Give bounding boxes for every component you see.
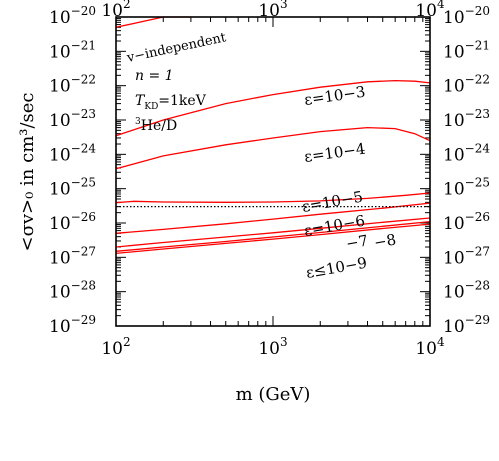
series-line-3 (115, 192, 431, 204)
y-tick-label-right: 10−29 (443, 313, 490, 337)
series-line-1 (115, 79, 431, 137)
x-tick-label-top: 104 (415, 0, 445, 21)
x-tick-label: 103 (258, 335, 287, 359)
x-tick-label-top: 102 (101, 0, 130, 21)
x-tick-label: 102 (101, 335, 130, 359)
x-axis-title: m (GeV) (236, 384, 311, 405)
annotation-v-independent: v−independent (125, 30, 228, 66)
chart-series (115, 16, 431, 255)
y-tick-label-right: 10−21 (443, 38, 490, 62)
y-tick-label: 10−20 (49, 4, 96, 28)
curve-label-e5: ε=10−5 (301, 188, 365, 216)
y-tick-label: 10−21 (49, 38, 96, 62)
series-line-2 (115, 126, 431, 170)
y-tick-label: 10−22 (49, 73, 96, 97)
annotation-block: v−independent n = 1 TKD=1keV 3He/D (125, 30, 228, 134)
y-tick-label: 10−23 (49, 107, 96, 131)
y-tick-labels: 10−20 10−20 10−21 10−21 10−22 10−22 10−23 10−23… (49, 4, 490, 337)
y-tick-label: 10−26 (49, 210, 96, 234)
y-tick-label-right: 10−25 (443, 176, 490, 200)
series-line-5 (115, 217, 431, 248)
y-tick-label-right: 10−23 (443, 107, 490, 131)
curve-label-e4: ε=10−4 (303, 140, 366, 166)
series-line-4 (115, 202, 431, 234)
y-tick-label: 10−25 (49, 176, 96, 200)
plot-frame (115, 16, 431, 327)
y-tick-label-right: 10−27 (443, 244, 490, 268)
annotation-n: n = 1 (135, 68, 174, 84)
curve-label-e8: −8 (373, 230, 398, 252)
y-tick-label-right: 10−24 (443, 141, 490, 165)
series-line-7 (115, 223, 431, 255)
x-tick-labels: 102 102 103 103 104 104 (101, 0, 445, 359)
annotation-he-d: 3He/D (135, 117, 177, 134)
series-line-6 (115, 220, 431, 252)
y-axis-title: <σv>₀ in cm³/sec (17, 92, 38, 251)
x-tick-label: 104 (415, 335, 445, 359)
y-tick-label-right: 10−22 (443, 73, 490, 97)
series-line-0 (115, 16, 191, 28)
y-tick-label-right: 10−28 (443, 279, 490, 303)
annotation-tkd: TKD=1keV (135, 93, 207, 112)
curve-label-e9: ε≤10−9 (305, 254, 369, 282)
y-tick-label: 10−24 (49, 141, 96, 165)
curve-label-e7: −7 (345, 231, 370, 253)
curve-label-e3: ε=10−3 (303, 83, 366, 109)
y-tick-label: 10−28 (49, 279, 96, 303)
y-tick-label: 10−29 (49, 313, 96, 337)
curve-labels: ε=10−3 ε=10−4 ε=10−5 ε=10−6 −7 −8 ε≤10−9 (301, 83, 398, 282)
axis-ticks (115, 17, 430, 327)
y-tick-label: 10−27 (49, 244, 96, 268)
y-tick-label-right: 10−26 (443, 210, 490, 234)
y-tick-label-right: 10−20 (443, 4, 490, 28)
x-tick-label-top: 103 (258, 0, 287, 21)
